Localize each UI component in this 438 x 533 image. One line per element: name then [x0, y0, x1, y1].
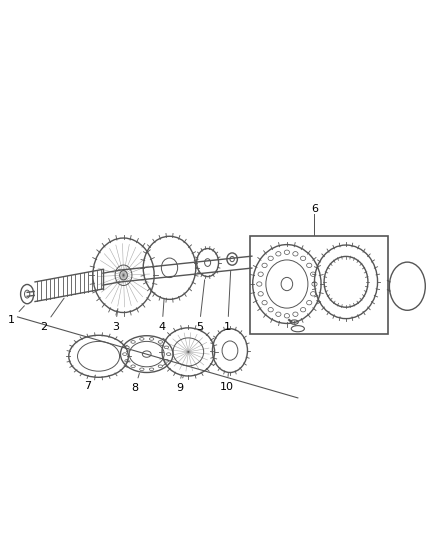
Text: 9: 9 — [176, 376, 183, 393]
Text: 2: 2 — [40, 298, 64, 332]
Text: 3: 3 — [112, 309, 119, 332]
Text: 5: 5 — [196, 280, 205, 332]
Text: 8: 8 — [131, 374, 139, 393]
Text: 10: 10 — [220, 374, 234, 392]
Text: 6: 6 — [311, 204, 318, 232]
Text: 1: 1 — [7, 306, 25, 326]
Text: 7: 7 — [84, 375, 95, 391]
Text: 1: 1 — [224, 271, 231, 332]
Bar — [250, 236, 388, 334]
Text: 4: 4 — [159, 299, 166, 332]
